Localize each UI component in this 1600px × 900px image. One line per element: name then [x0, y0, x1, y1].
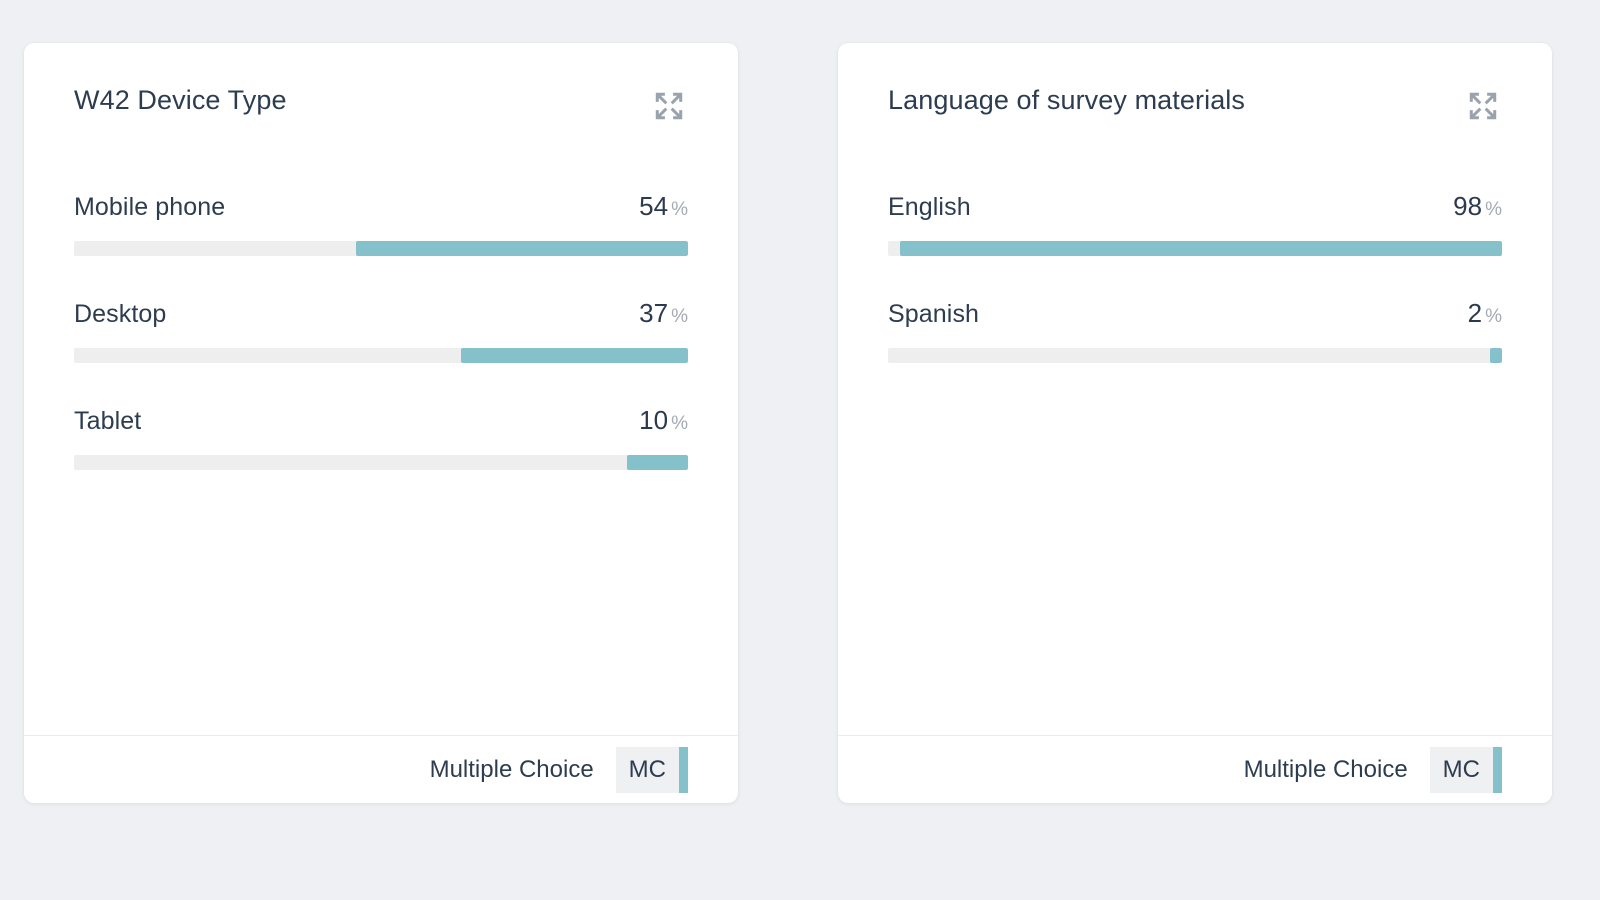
bar-fill — [460, 348, 688, 363]
answer-value: 54% — [639, 191, 688, 221]
answer-label: Spanish — [888, 300, 980, 328]
question-card-device-type: W42 Device Type Mobile phone 54% — [24, 43, 738, 803]
expand-button[interactable] — [648, 85, 690, 127]
percent-sign: % — [671, 306, 688, 327]
answer-label: Mobile phone — [74, 193, 226, 221]
chart-row: Tablet 10% — [74, 403, 688, 470]
question-type-badge: MC — [1429, 746, 1502, 793]
bar-track — [888, 348, 1502, 363]
bar-track — [888, 241, 1502, 256]
bar-track — [74, 455, 688, 470]
answer-value: 98% — [1453, 191, 1502, 221]
question-type-badge: MC — [615, 746, 688, 793]
percent-sign: % — [1485, 306, 1502, 327]
question-card-language: Language of survey materials English 98% — [838, 43, 1552, 803]
chart-row: Spanish 2% — [888, 296, 1502, 363]
badge-accent-stripe — [679, 746, 688, 793]
chart-row: Desktop 37% — [74, 296, 688, 363]
card-title: Language of survey materials — [888, 85, 1246, 115]
percent-sign: % — [671, 199, 688, 220]
percent-sign: % — [671, 413, 688, 434]
bar-fill — [900, 241, 1502, 256]
card-header: W42 Device Type — [24, 43, 738, 127]
bar-fill — [1489, 348, 1502, 363]
card-title: W42 Device Type — [74, 85, 287, 115]
bar-chart: English 98% Spanish 2% — [838, 189, 1552, 735]
answer-value: 2% — [1467, 298, 1502, 328]
bar-track — [74, 348, 688, 363]
card-header: Language of survey materials — [838, 43, 1552, 127]
bar-fill — [626, 455, 688, 470]
question-type-label: Multiple Choice — [429, 755, 594, 783]
answer-label: Tablet — [74, 407, 142, 435]
bar-chart: Mobile phone 54% Desktop 37% Tablet — [24, 189, 738, 735]
question-type-label: Multiple Choice — [1243, 755, 1408, 783]
bar-fill — [356, 241, 688, 256]
chart-row: Mobile phone 54% — [74, 189, 688, 256]
chart-row: English 98% — [888, 189, 1502, 256]
answer-value: 37% — [639, 298, 688, 328]
badge-accent-stripe — [1493, 746, 1502, 793]
answer-label: Desktop — [74, 300, 167, 328]
answer-label: English — [888, 193, 971, 221]
card-footer: Multiple Choice MC — [24, 735, 738, 803]
expand-arrows-icon — [650, 92, 688, 128]
expand-arrows-icon — [1464, 92, 1502, 128]
bar-track — [74, 241, 688, 256]
answer-value: 10% — [639, 405, 688, 435]
percent-sign: % — [1485, 199, 1502, 220]
expand-button[interactable] — [1462, 85, 1504, 127]
card-footer: Multiple Choice MC — [838, 735, 1552, 803]
